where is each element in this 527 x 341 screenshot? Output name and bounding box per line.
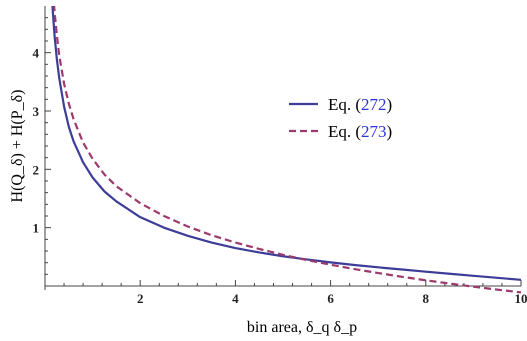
axes [44,6,521,290]
x-tick-label: 6 [327,291,334,306]
x-tick-label: 2 [137,291,144,306]
y-tick-label: 1 [33,221,40,236]
y-axis-label: H(Q_δ) + H(P_δ) [9,90,26,203]
legend-label-eq-272-ref: 272 [361,95,387,114]
y-tick-label: 3 [33,104,40,119]
x-axis-label-text: bin area, δ_q δ_p [247,319,357,336]
legend-label-eq-272-prefix: Eq. ( [328,95,361,114]
legend-label-eq-272-suffix: ) [387,95,393,114]
x-tick-label: 10 [515,291,527,306]
legend: Eq. (272) Eq. (273) [289,95,392,141]
legend-item-eq-272: Eq. (272) [289,95,392,114]
legend-label-eq-272: Eq. (272) [328,95,392,114]
legend-label-eq-273-ref: 273 [361,122,387,141]
series-line-2 [53,6,521,294]
legend-label-eq-273-prefix: Eq. ( [328,122,361,141]
y-tick-label: 4 [33,46,40,61]
series-line-1 [51,6,521,281]
x-axis-label: bin area, δ_q δ_p [247,319,357,336]
legend-label-eq-273-suffix: ) [387,122,393,141]
legend-item-eq-273: Eq. (273) [289,122,392,141]
legend-label-eq-273: Eq. (273) [328,122,392,141]
y-tick-label: 2 [33,162,40,177]
y-axis-label-text: H(Q_δ) + H(P_δ) [9,90,26,203]
series-layer [51,6,521,294]
x-tick-label: 4 [232,291,239,306]
x-tick-label: 8 [423,291,430,306]
